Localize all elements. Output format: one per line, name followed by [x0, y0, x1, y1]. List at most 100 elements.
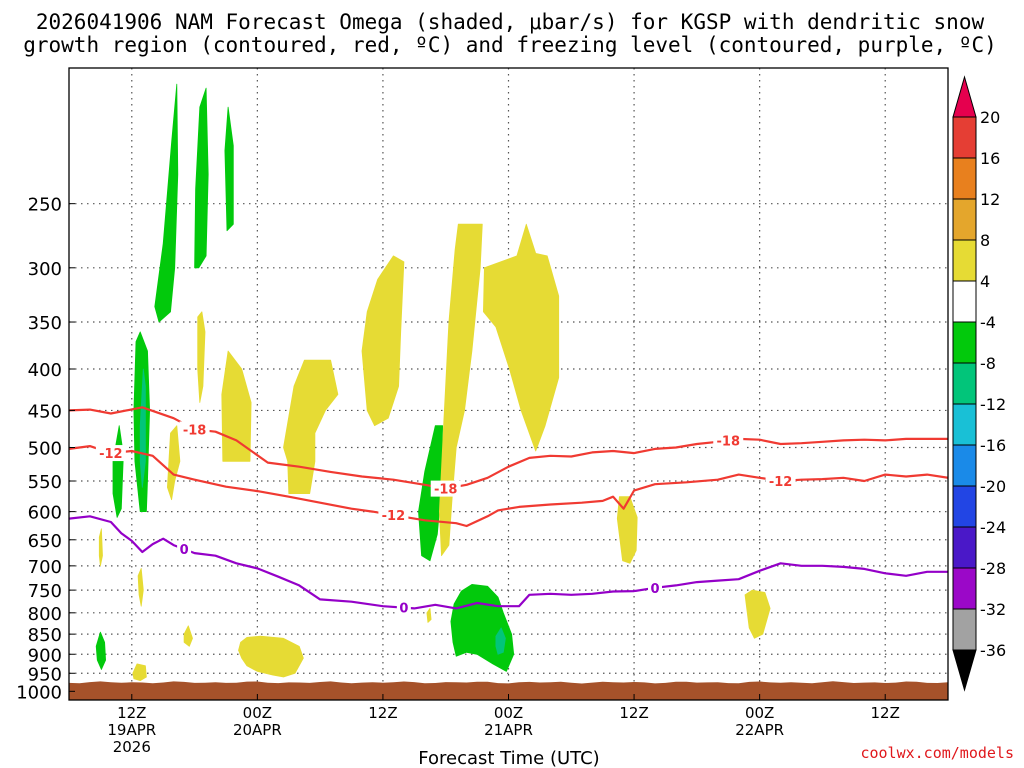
x-tick-label: 00Z: [494, 704, 523, 722]
colorbar-label: -16: [980, 436, 1006, 455]
colorbar-label: -28: [980, 559, 1006, 578]
contour-label-bg: [430, 480, 461, 497]
colorbar-bottom-arrow: [952, 649, 977, 692]
omega-region: [495, 627, 506, 655]
isotherm-contours: [69, 406, 948, 610]
colorbar-band: [952, 444, 977, 487]
y-tick-label: 400: [28, 360, 62, 381]
contour-label: -18: [434, 483, 458, 498]
omega-region: [132, 663, 147, 681]
omega-region: [221, 350, 252, 462]
contour-label-bg: [177, 541, 192, 558]
colorbar-label: 4: [980, 272, 990, 291]
x-axis-label: Forecast Time (UTC): [418, 748, 599, 768]
x-tick-label: 22APR: [735, 721, 784, 739]
omega-region: [450, 584, 515, 672]
colorbar-label: -24: [980, 518, 1006, 537]
omega-region: [482, 223, 560, 452]
x-tick-label: 19APR: [107, 721, 156, 739]
contour-label-bg: [648, 579, 662, 596]
x-tick-label: 12Z: [117, 704, 146, 722]
colorbar-label: -32: [980, 600, 1006, 619]
contour-label: -12: [769, 475, 793, 490]
omega-region: [744, 589, 771, 639]
chart-title-line2: growth region (contoured, red, ºC) and f…: [23, 33, 997, 57]
colorbar-label: 12: [980, 190, 1000, 209]
colorbar-band: [952, 485, 977, 528]
x-tick-label: 12Z: [619, 704, 648, 722]
omega-region: [95, 631, 106, 670]
colorbar-band: [952, 157, 977, 200]
omega-region: [166, 425, 181, 501]
colorbar-label: 16: [980, 149, 1000, 168]
colorbar-band: [952, 321, 977, 364]
x-tick-label: 2026: [113, 738, 151, 756]
colorbar-label: -12: [980, 395, 1006, 414]
omega-region: [183, 625, 193, 647]
y-tick-label: 250: [28, 195, 62, 216]
y-tick-label: 900: [28, 645, 62, 666]
colorbar-band: [952, 198, 977, 241]
contour-label-bg: [378, 507, 409, 524]
omega-region: [194, 87, 209, 269]
contour-label: 0: [399, 602, 408, 617]
colorbar-band: [952, 526, 977, 569]
colorbar-label: -4: [980, 313, 996, 332]
y-tick-label: 500: [28, 438, 62, 459]
x-tick-label: 12Z: [368, 704, 397, 722]
x-tick-label: 21APR: [484, 721, 533, 739]
colorbar-band: [952, 567, 977, 610]
chart-title-line1: 2026041906 NAM Forecast Omega (shaded, μ…: [36, 10, 985, 34]
colorbar-band: [952, 280, 977, 323]
colorbar-band: [952, 608, 977, 651]
colorbar-label: 20: [980, 108, 1000, 127]
contour-label: 0: [650, 582, 659, 597]
omega-region: [139, 368, 146, 488]
colorbar-band: [952, 403, 977, 446]
omega-region: [616, 496, 638, 564]
colorbar-band: [952, 362, 977, 405]
colorbar-label: -20: [980, 477, 1006, 496]
contour-label: -18: [717, 434, 741, 449]
y-tick-label: 600: [28, 503, 62, 524]
omega-region: [438, 223, 483, 557]
y-tick-label: 350: [28, 313, 62, 334]
contour-labels: -18 -18 -18 -12 -12 -12 0 0 0: [95, 421, 796, 617]
omega-region: [197, 311, 206, 403]
terrain-fill: [69, 681, 948, 700]
colorbar-band: [952, 116, 977, 159]
omega-shaded-regions: [95, 83, 771, 681]
contour-line: [69, 515, 948, 610]
x-tick-label: 00Z: [243, 704, 272, 722]
contour-label-bg: [713, 432, 744, 449]
omega-region: [238, 635, 304, 678]
contour-line: [69, 445, 948, 528]
y-tick-label: 850: [28, 625, 62, 646]
omega-region: [98, 528, 103, 567]
y-tick-label: 650: [28, 531, 62, 552]
x-tick-label: 00Z: [745, 704, 774, 722]
credit-text: coolwx.com/models: [860, 744, 1014, 762]
omega-region: [418, 425, 444, 562]
y-tick-label: 550: [28, 472, 62, 493]
y-tick-label: 300: [28, 259, 62, 280]
colorbar-label: -36: [980, 641, 1006, 660]
colorbar: 20 16 12 8 4 -4 -8 -12 -16 -20 -24 -28 -32 -36: [952, 75, 1006, 692]
y-tick-label: 1000: [16, 682, 62, 703]
contour-line: [69, 406, 948, 490]
omega-region: [224, 106, 234, 232]
contour-label-bg: [396, 599, 411, 616]
omega-region: [426, 608, 432, 623]
omega-region: [361, 255, 405, 427]
y-tick-label: 700: [28, 557, 62, 578]
contour-label: -18: [183, 423, 207, 438]
y-axis: 2503003504004505005506006507007508008509…: [16, 195, 75, 703]
contour-label: -12: [99, 447, 123, 462]
contour-label: 0: [180, 543, 189, 558]
omega-region: [112, 425, 124, 518]
omega-region: [154, 83, 179, 323]
x-tick-label: 20APR: [233, 721, 282, 739]
contour-label-bg: [95, 445, 126, 462]
